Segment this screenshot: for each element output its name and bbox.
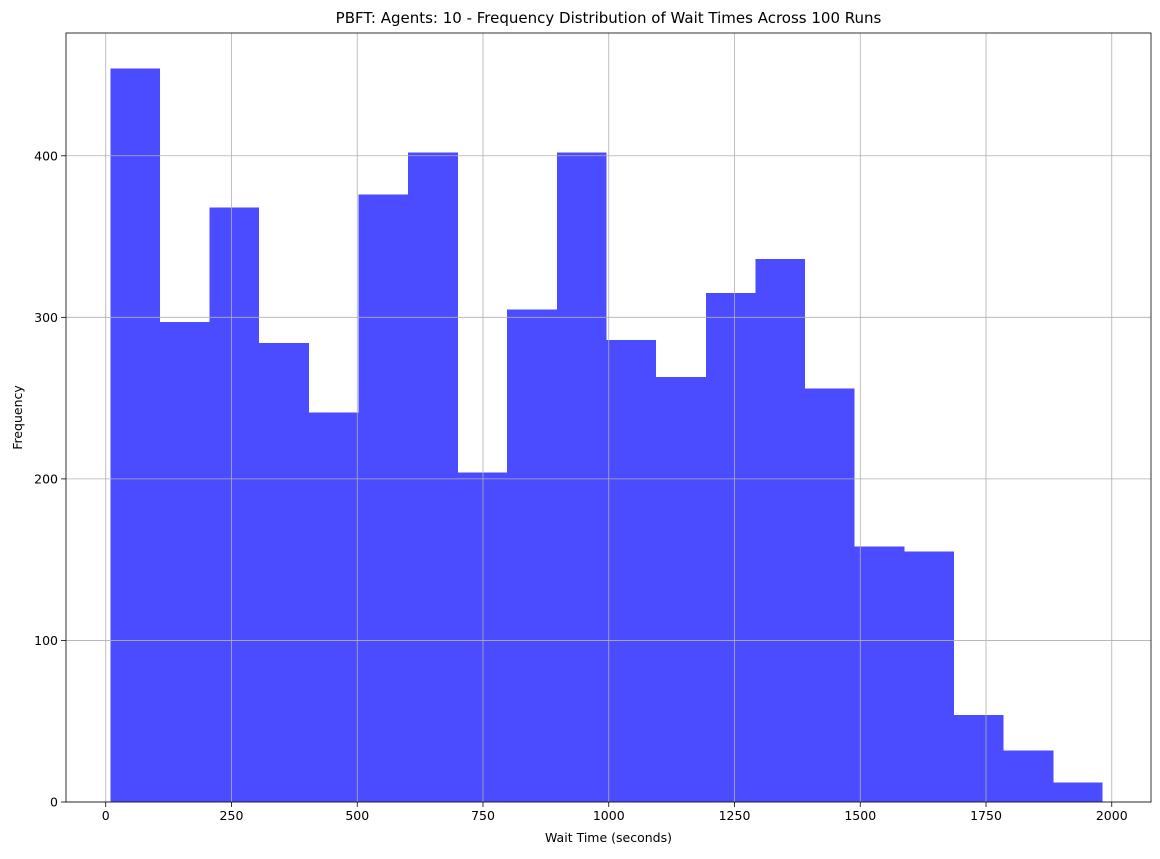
y-tick-label: 400 [34, 148, 58, 163]
y-tick-label: 200 [34, 471, 58, 486]
histogram-bar [854, 546, 905, 802]
histogram-bar [556, 152, 607, 803]
histogram-bar [755, 259, 805, 802]
y-tick-label: 0 [50, 795, 58, 810]
x-tick-label: 1000 [593, 808, 625, 823]
x-tick-label: 250 [220, 808, 244, 823]
histogram-bar [308, 412, 359, 802]
x-tick-label: 0 [102, 808, 110, 823]
histogram-bar [110, 68, 161, 803]
histogram-bar [953, 714, 1004, 802]
x-tick-label: 500 [345, 808, 369, 823]
histogram-bar [1003, 750, 1054, 802]
histogram-bar [705, 293, 756, 802]
histogram-bars [110, 68, 1103, 803]
histogram-bar [904, 551, 954, 802]
histogram-bar [1053, 782, 1103, 802]
x-tick-label: 1500 [844, 808, 876, 823]
histogram-bar [507, 309, 557, 802]
histogram-bar [606, 339, 657, 802]
histogram-bar [457, 472, 508, 802]
histogram-bar [358, 194, 409, 803]
x-tick-label: 1250 [719, 808, 751, 823]
x-tick-label: 1750 [970, 808, 1002, 823]
x-axis-label: Wait Time (seconds) [545, 830, 672, 845]
chart-title: PBFT: Agents: 10 - Frequency Distributio… [336, 9, 882, 27]
histogram-bar [209, 207, 260, 803]
histogram-bar [259, 343, 309, 802]
y-tick-label: 100 [34, 633, 58, 648]
y-tick-label: 300 [34, 310, 58, 325]
axis-ticks: 0 250 500 750 1000 1250 1500 1750 2000 0 100 200 300… [34, 148, 1128, 823]
histogram-bar [804, 388, 855, 802]
histogram-bar [656, 377, 706, 802]
histogram-bar [160, 322, 210, 802]
x-tick-label: 2000 [1096, 808, 1128, 823]
x-tick-label: 750 [471, 808, 495, 823]
y-axis-label: Frequency [10, 385, 25, 450]
histogram-bar [408, 152, 458, 803]
grid-lines [66, 33, 1151, 803]
